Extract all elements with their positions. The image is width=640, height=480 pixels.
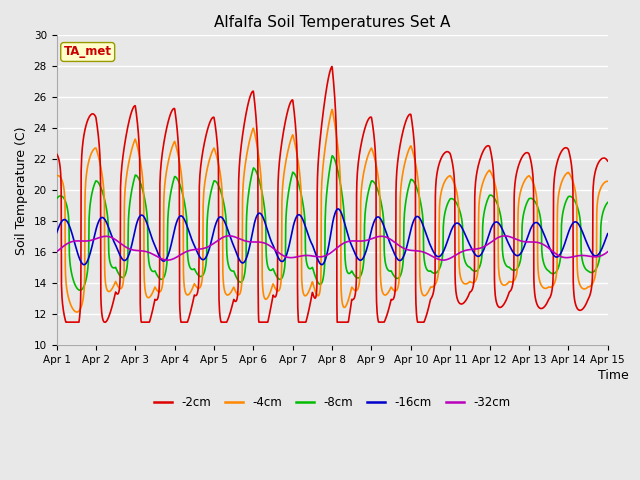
Title: Alfalfa Soil Temperatures Set A: Alfalfa Soil Temperatures Set A — [214, 15, 451, 30]
Y-axis label: Soil Temperature (C): Soil Temperature (C) — [15, 126, 28, 254]
Legend: -2cm, -4cm, -8cm, -16cm, -32cm: -2cm, -4cm, -8cm, -16cm, -32cm — [149, 392, 515, 414]
Text: TA_met: TA_met — [64, 46, 112, 59]
X-axis label: Time: Time — [598, 369, 628, 382]
